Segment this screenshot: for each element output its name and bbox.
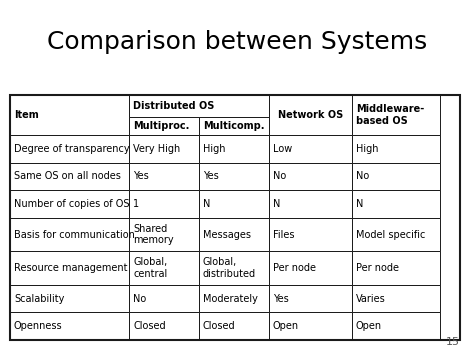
Bar — [352, 95, 440, 135]
Bar — [269, 190, 352, 218]
Text: High: High — [203, 144, 226, 154]
Bar — [10, 190, 129, 218]
Bar — [269, 251, 352, 285]
Bar — [129, 163, 199, 190]
Bar — [199, 190, 269, 218]
Bar — [129, 117, 199, 135]
Text: Same OS on all nodes: Same OS on all nodes — [14, 171, 121, 181]
Text: N: N — [203, 199, 210, 209]
Bar — [129, 285, 199, 312]
Bar — [129, 251, 199, 285]
Bar — [199, 312, 269, 340]
Text: No: No — [273, 171, 286, 181]
Bar — [269, 218, 352, 251]
Text: Distributed OS: Distributed OS — [133, 101, 215, 111]
Text: Closed: Closed — [133, 321, 166, 331]
Text: Messages: Messages — [203, 230, 251, 240]
Bar — [269, 312, 352, 340]
Text: Yes: Yes — [273, 294, 289, 304]
Bar — [10, 163, 129, 190]
Bar — [199, 218, 269, 251]
Text: Openness: Openness — [14, 321, 63, 331]
Text: Closed: Closed — [203, 321, 236, 331]
Bar — [129, 218, 199, 251]
Bar — [129, 190, 199, 218]
Text: Shared
memory: Shared memory — [133, 224, 174, 245]
Text: Low: Low — [273, 144, 292, 154]
Bar — [199, 135, 269, 163]
Bar — [352, 135, 440, 163]
Bar — [10, 312, 129, 340]
Text: Basis for communication: Basis for communication — [14, 230, 135, 240]
Bar — [269, 285, 352, 312]
Text: Per node: Per node — [356, 263, 399, 273]
Bar — [269, 163, 352, 190]
Text: 15: 15 — [446, 337, 460, 347]
Bar — [10, 95, 129, 135]
Bar — [10, 95, 460, 340]
Bar — [269, 95, 352, 135]
Bar — [199, 117, 269, 135]
Text: Global,
central: Global, central — [133, 257, 167, 279]
Text: Open: Open — [356, 321, 382, 331]
Text: Yes: Yes — [133, 171, 149, 181]
Bar — [269, 135, 352, 163]
Bar — [352, 218, 440, 251]
Text: High: High — [356, 144, 379, 154]
Text: Files: Files — [273, 230, 294, 240]
Text: N: N — [356, 199, 364, 209]
Bar — [352, 251, 440, 285]
Bar — [352, 285, 440, 312]
Text: Comparison between Systems: Comparison between Systems — [47, 30, 427, 54]
Text: No: No — [356, 171, 369, 181]
Text: Number of copies of OS: Number of copies of OS — [14, 199, 129, 209]
Bar — [352, 312, 440, 340]
Bar — [199, 251, 269, 285]
Text: Varies: Varies — [356, 294, 386, 304]
Text: Yes: Yes — [203, 171, 219, 181]
Text: Per node: Per node — [273, 263, 316, 273]
Text: N: N — [273, 199, 280, 209]
Text: Item: Item — [14, 110, 39, 120]
Bar — [199, 285, 269, 312]
Bar — [10, 285, 129, 312]
Bar — [129, 312, 199, 340]
Text: Degree of transparency: Degree of transparency — [14, 144, 129, 154]
Text: Moderately: Moderately — [203, 294, 258, 304]
Text: Resource management: Resource management — [14, 263, 128, 273]
Text: No: No — [133, 294, 146, 304]
Text: Middleware-
based OS: Middleware- based OS — [356, 104, 424, 126]
Bar — [352, 190, 440, 218]
Text: Model specific: Model specific — [356, 230, 425, 240]
Bar — [199, 163, 269, 190]
Bar — [129, 135, 199, 163]
Text: 1: 1 — [133, 199, 139, 209]
Text: Open: Open — [273, 321, 299, 331]
Bar — [10, 218, 129, 251]
Text: Multicomp.: Multicomp. — [203, 121, 264, 131]
Text: Multiproc.: Multiproc. — [133, 121, 190, 131]
Text: Scalability: Scalability — [14, 294, 64, 304]
Bar — [352, 163, 440, 190]
Bar — [10, 251, 129, 285]
Text: Network OS: Network OS — [278, 110, 343, 120]
Text: Very High: Very High — [133, 144, 181, 154]
Bar — [129, 95, 269, 117]
Bar — [10, 135, 129, 163]
Text: Global,
distributed: Global, distributed — [203, 257, 256, 279]
